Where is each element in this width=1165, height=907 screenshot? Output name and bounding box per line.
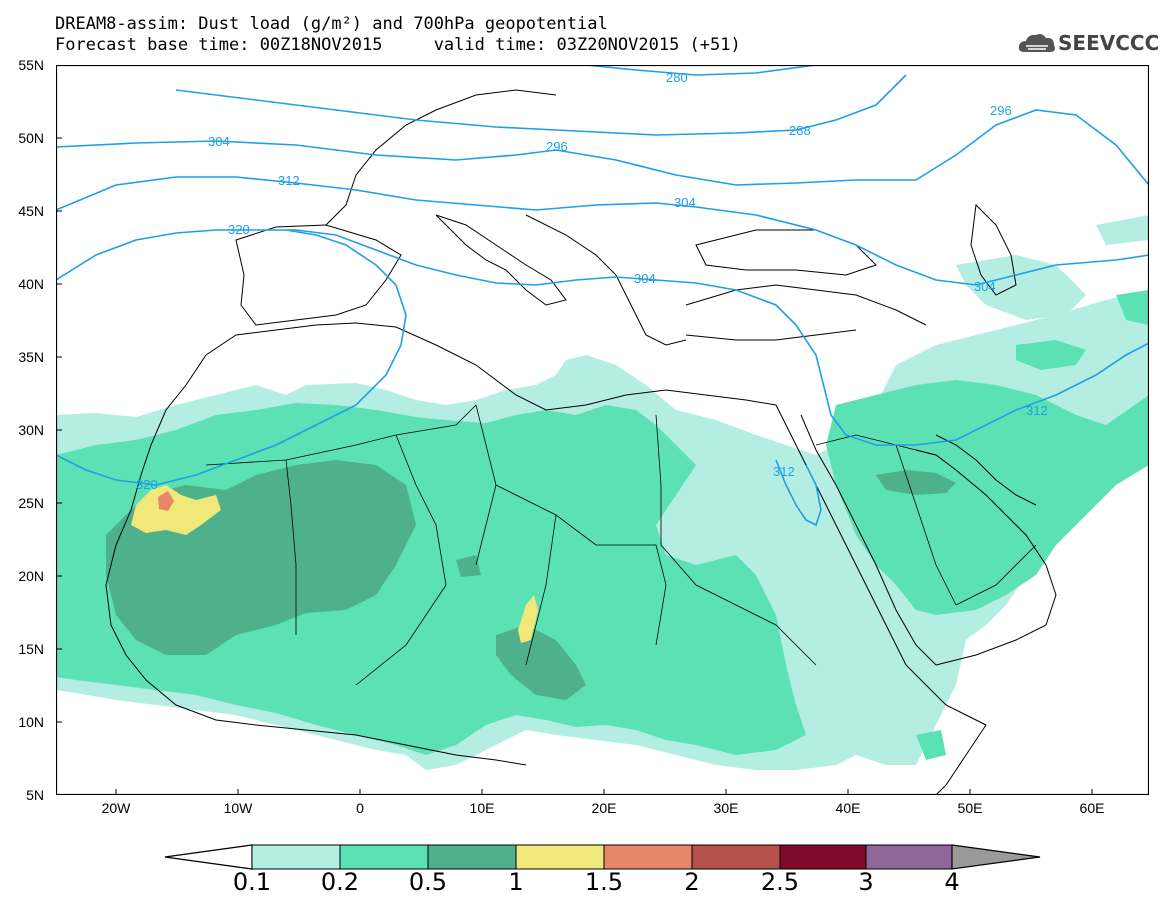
- contour-label: 304: [674, 195, 696, 210]
- colorbar-segment: [427, 844, 517, 870]
- lon-label: 10E: [469, 800, 495, 816]
- lon-label: 40E: [835, 800, 861, 816]
- geopotential-contours: [56, 65, 1149, 527]
- colorbar-segment: [691, 844, 781, 870]
- colorbar-label: 2.5: [760, 868, 800, 896]
- lat-label: 10N: [18, 714, 44, 730]
- lat-label: 20N: [18, 568, 44, 584]
- contour-labels: 280 288 296 304 312 320 304 296 304 312 …: [136, 70, 1048, 492]
- lat-label: 30N: [18, 422, 44, 438]
- colorbar-label: 0.1: [232, 868, 272, 896]
- lat-label: 5N: [26, 787, 44, 803]
- cloud-icon: [1018, 34, 1055, 52]
- colorbar-label: 3: [858, 868, 874, 896]
- lon-label: 20W: [101, 800, 131, 816]
- colorbar-label: 1: [508, 868, 524, 896]
- contour-label: 296: [546, 139, 568, 154]
- colorbar-segment: [251, 844, 341, 870]
- lat-label: 40N: [18, 276, 44, 292]
- lon-label: 50E: [957, 800, 983, 816]
- lat-label: 55N: [18, 57, 44, 73]
- lon-label: 30E: [713, 800, 739, 816]
- contour-label: 280: [666, 70, 688, 85]
- colorbar-segment: [339, 844, 429, 870]
- brand-name: SEEVCCC: [1058, 31, 1160, 55]
- colorbar-segment: [603, 844, 693, 870]
- colorbar-label: 0.5: [408, 868, 448, 896]
- map-title: DREAM8-assim: Dust load (g/m²) and 700hP…: [55, 14, 608, 34]
- colorbar-min-arrow: [164, 844, 253, 870]
- colorbar-label: 4: [944, 868, 960, 896]
- colorbar-segment: [779, 844, 867, 870]
- colorbar-label: 0.2: [320, 868, 360, 896]
- dust-shading-red: [158, 491, 174, 511]
- contour-label: 288: [789, 123, 811, 138]
- colorbar-label: 1.5: [584, 868, 624, 896]
- contour-label: 312: [773, 464, 795, 479]
- contour-label: 312: [1026, 403, 1048, 418]
- lat-label: 50N: [18, 130, 44, 146]
- colorbar-segment: [865, 844, 953, 870]
- contour-label: 320: [228, 222, 250, 237]
- lon-label: 0: [356, 800, 364, 816]
- axis-ticks: [56, 137, 1093, 795]
- lon-label: 10W: [223, 800, 253, 816]
- colorbar-max-arrow: [951, 844, 1041, 870]
- contour-label: 304: [208, 134, 230, 149]
- lon-label: 20E: [591, 800, 617, 816]
- lon-label: 60E: [1079, 800, 1105, 816]
- contour-label: 304: [634, 271, 656, 286]
- seevccc-logo: SEEVCCC: [1018, 28, 1159, 58]
- borders: [205, 404, 1037, 686]
- lat-label: 25N: [18, 495, 44, 511]
- colorbar-label: 2: [684, 868, 700, 896]
- contour-label: 320: [136, 477, 158, 492]
- dust-map: 280 288 296 304 312 320 304 296 304 312 …: [56, 65, 1149, 795]
- contour-label: 304: [974, 279, 996, 294]
- lat-label: 15N: [18, 641, 44, 657]
- lat-label: 45N: [18, 203, 44, 219]
- dust-shading-yellow: [131, 485, 538, 643]
- contour-label: 296: [990, 103, 1012, 118]
- lat-label: 35N: [18, 349, 44, 365]
- colorbar-segment: [515, 844, 605, 870]
- contour-label: 312: [278, 173, 300, 188]
- map-subtitle: Forecast base time: 00Z18NOV2015 valid t…: [55, 35, 741, 55]
